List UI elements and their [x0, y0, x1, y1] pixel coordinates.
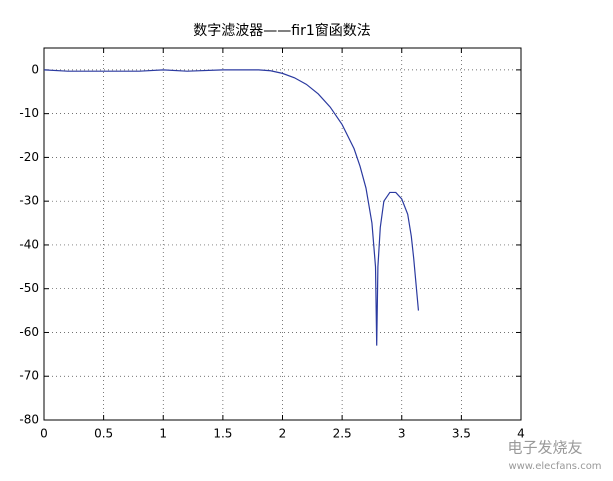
- x-tick-label: 2.5: [333, 427, 352, 441]
- x-tick-label: 3.5: [452, 427, 471, 441]
- y-tick-label: 0: [31, 62, 39, 76]
- plot-frame: [43, 47, 522, 421]
- x-tick-label: 1: [159, 427, 167, 441]
- x-tick-label: 3: [398, 427, 406, 441]
- y-tick-label: -20: [19, 150, 39, 164]
- y-tick-label: -40: [19, 237, 39, 251]
- y-tick-label: -10: [19, 106, 39, 120]
- x-tick-label: 1.5: [213, 427, 232, 441]
- x-tick-label: 0: [40, 427, 48, 441]
- y-tick-label: -60: [19, 325, 39, 339]
- x-tick-label: 4: [517, 427, 525, 441]
- x-tick-label: 2: [279, 427, 287, 441]
- x-tick-label: 0.5: [94, 427, 113, 441]
- y-tick-label: -70: [19, 369, 39, 383]
- y-tick-label: -30: [19, 194, 39, 208]
- data-line: [43, 69, 420, 346]
- chart-title: 数字滤波器——fir1窗函数法: [193, 22, 370, 39]
- y-tick-label: -80: [19, 413, 39, 427]
- watermark-brand: 电子发烧友: [507, 439, 582, 457]
- y-tick-label: -50: [19, 281, 39, 295]
- watermark-url: www.elecfans.com: [508, 461, 601, 472]
